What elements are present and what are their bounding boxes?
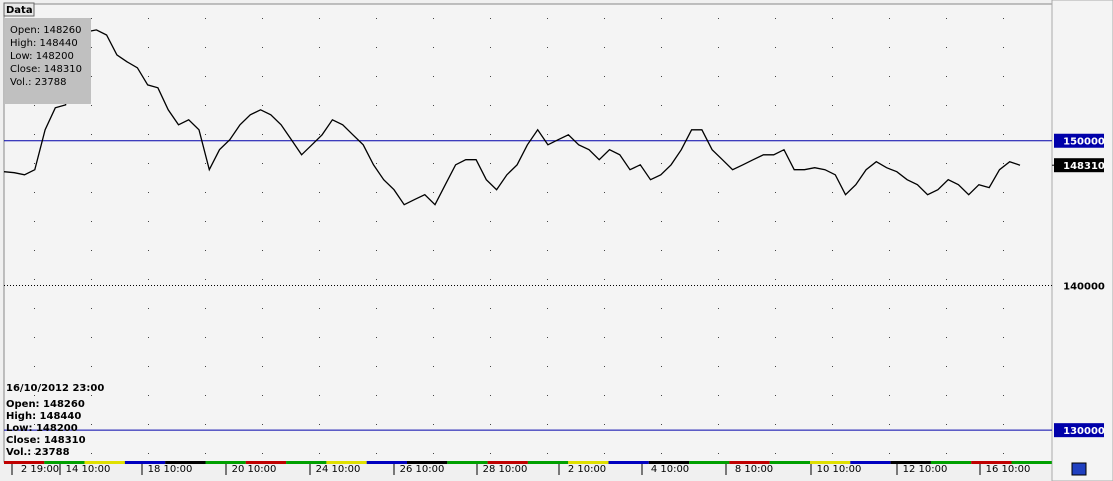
tooltip-line: Close: 148310: [10, 64, 82, 75]
x-tick-label: 10 10:00: [817, 464, 862, 475]
strip-segment: [84, 461, 125, 464]
tooltip-line: Open: 148260: [10, 25, 81, 36]
x-tick-label: 2 19:00: [21, 464, 59, 475]
x-tick-label: 24 10:00: [316, 464, 361, 475]
y-tick-label: 150000: [1063, 137, 1105, 148]
tooltip-tab: [3, 2, 35, 17]
dot-grid: [4, 4, 1052, 462]
strip-segment: [729, 461, 770, 464]
status-date: 16/10/2012 23:00: [6, 383, 104, 394]
y-tick-label: 140000: [1063, 281, 1105, 292]
x-tick-label: 8 10:00: [735, 464, 773, 475]
x-tick-label: 26 10:00: [400, 464, 445, 475]
strip-segment: [608, 461, 649, 464]
time-strip: [4, 461, 1052, 464]
status-line: Open: 148260: [6, 399, 85, 410]
price-axis: [1051, 0, 1113, 481]
strip-segment: [447, 461, 488, 464]
x-tick-label: 12 10:00: [903, 464, 948, 475]
x-tick-label: 16 10:00: [986, 464, 1031, 475]
strip-segment: [810, 461, 851, 464]
status-line: Vol.: 23788: [6, 447, 70, 458]
x-tick-label: 18 10:00: [148, 464, 193, 475]
tooltip-line: Low: 148200: [10, 51, 74, 62]
x-tick-label: 2 10:00: [568, 464, 606, 475]
strip-segment: [1011, 461, 1052, 464]
strip-segment: [930, 461, 972, 464]
strip-segment: [124, 461, 166, 464]
status-line: Close: 148310: [6, 435, 86, 446]
strip-segment: [44, 461, 85, 464]
strip-segment: [890, 461, 931, 464]
strip-segment: [527, 461, 569, 464]
strip-segment: [4, 461, 45, 464]
strip-segment: [407, 461, 448, 464]
status-line: Low: 148200: [6, 423, 78, 434]
strip-segment: [326, 461, 367, 464]
price-line: [3, 26, 1021, 206]
y-tick-label: 130000: [1063, 426, 1105, 437]
strip-segment: [689, 461, 730, 464]
x-tick-label: 14 10:00: [66, 464, 111, 475]
tooltip-tab-label: Data: [6, 5, 33, 16]
strip-segment: [971, 461, 1012, 464]
tooltip-line: High: 148440: [10, 38, 78, 49]
last-price-label: 148310: [1063, 161, 1105, 172]
price-box: [1054, 133, 1104, 148]
strip-segment: [286, 461, 327, 464]
last-price-box: [1054, 158, 1104, 173]
scroll-button[interactable]: [1071, 462, 1087, 476]
price-box: [1054, 423, 1104, 438]
strip-segment: [487, 461, 528, 464]
x-tick-label: 20 10:00: [232, 464, 277, 475]
strip-segment: [568, 461, 609, 464]
tooltip-box: [5, 18, 91, 104]
strip-segment: [769, 461, 810, 464]
strip-segment: [850, 461, 891, 464]
status-line: High: 148440: [6, 411, 81, 422]
x-tick-label: 28 10:00: [483, 464, 528, 475]
strip-segment: [366, 461, 407, 464]
tooltip-line: Vol.: 23788: [10, 77, 67, 88]
strip-segment: [648, 461, 690, 464]
strip-segment: [245, 461, 287, 464]
strip-segment: [205, 461, 246, 464]
strip-segment: [165, 461, 206, 464]
x-tick-label: 4 10:00: [651, 464, 689, 475]
